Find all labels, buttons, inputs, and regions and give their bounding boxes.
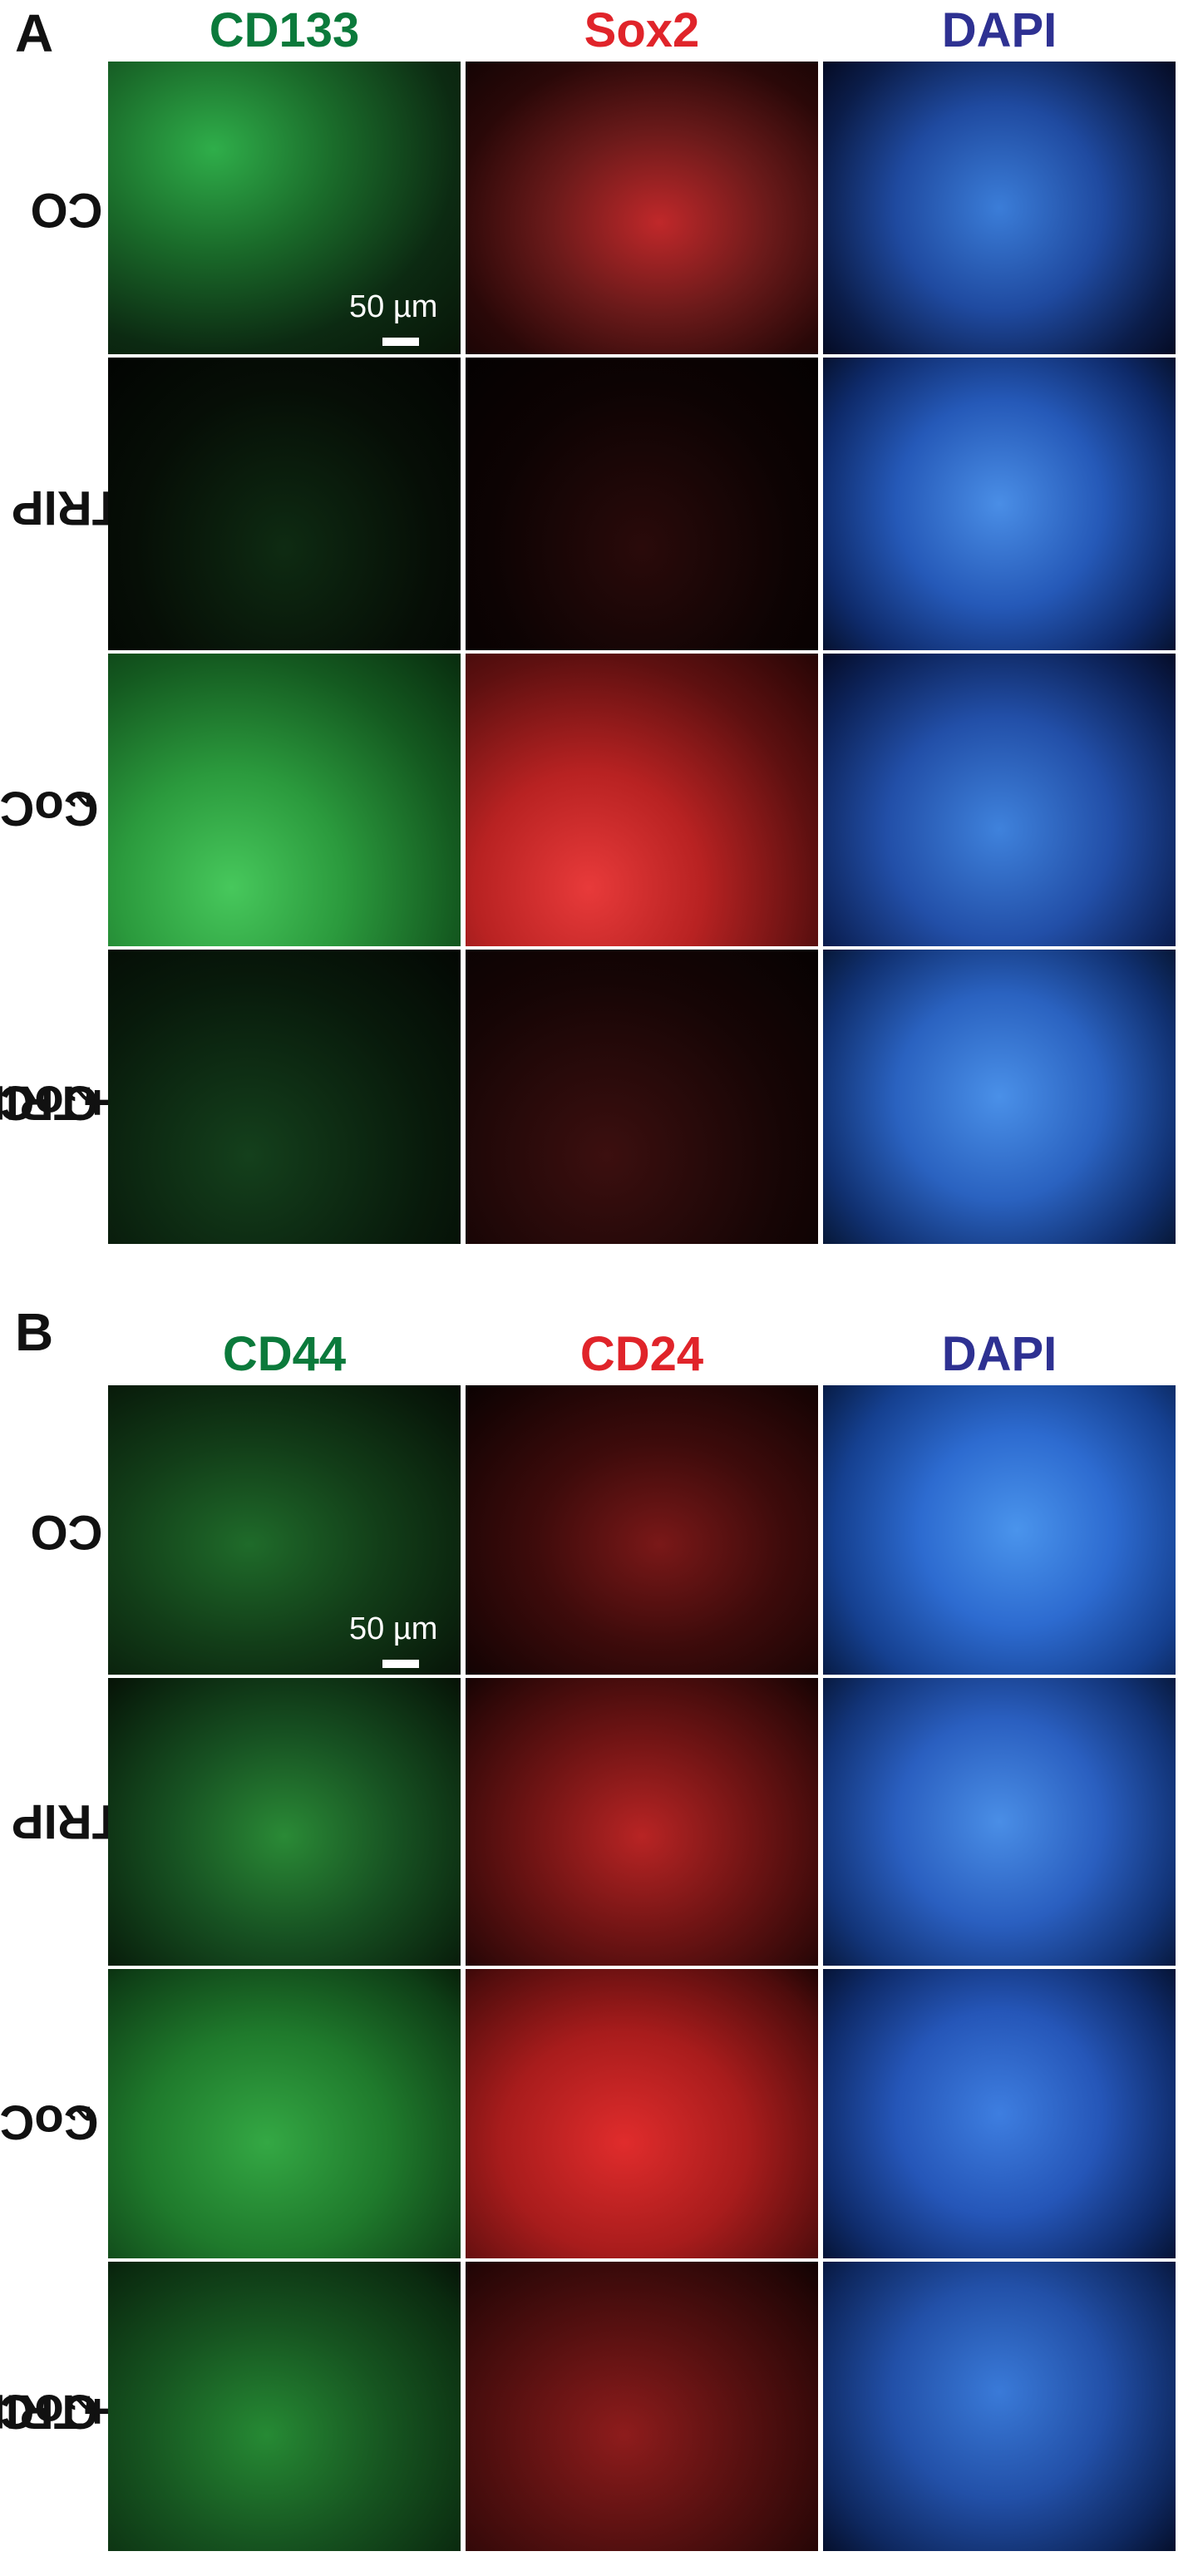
tile-b-trip-cd44 bbox=[108, 1678, 461, 1966]
tile-b-cocl2-dapi bbox=[823, 1969, 1176, 2258]
tile-b-cocl2-trip-dapi bbox=[823, 2262, 1176, 2551]
tile-a-trip-cd133 bbox=[108, 358, 461, 650]
panel-b-letter: B bbox=[15, 1302, 54, 1362]
tile-b-cocl2-cd24 bbox=[466, 1969, 818, 2258]
panel-a-header-cd133: CD133 bbox=[209, 3, 360, 57]
panel-a-letter: A bbox=[15, 3, 54, 63]
panel-b-header-cd44: CD44 bbox=[222, 1327, 347, 1381]
tile-a-trip-dapi bbox=[823, 358, 1176, 650]
panel-a-header-dapi: DAPI bbox=[941, 3, 1057, 57]
tile-b-cocl2-trip-cd24 bbox=[466, 2262, 818, 2551]
tile-b-trip-cd24 bbox=[466, 1678, 818, 1966]
panel-b-scale-label: 50 µm bbox=[349, 1611, 438, 1646]
panel-a-scale-label: 50 µm bbox=[349, 289, 438, 324]
tile-b-co-cd24 bbox=[466, 1385, 818, 1675]
tile-a-co-dapi bbox=[823, 62, 1176, 354]
tile-b-co-cd44 bbox=[108, 1385, 461, 1675]
tile-a-cocl2-trip-cd133 bbox=[108, 950, 461, 1244]
tile-a-cocl2-sox2 bbox=[466, 654, 818, 946]
panel-b-header-cd24: CD24 bbox=[579, 1327, 704, 1381]
tile-b-co-dapi bbox=[823, 1385, 1176, 1675]
tile-a-cocl2-cd133 bbox=[108, 654, 461, 946]
tile-a-trip-sox2 bbox=[466, 358, 818, 650]
panel-a-header-sox2: Sox2 bbox=[584, 3, 700, 57]
tile-b-cocl2-cd44 bbox=[108, 1969, 461, 2258]
tile-a-co-sox2 bbox=[466, 62, 818, 354]
tile-a-cocl2-dapi bbox=[823, 654, 1176, 946]
tile-b-trip-dapi bbox=[823, 1678, 1176, 1966]
panel-b-scale-line bbox=[382, 1660, 419, 1668]
panel-b-header-dapi: DAPI bbox=[941, 1327, 1057, 1381]
panel-a-scale-line bbox=[382, 338, 419, 346]
tile-a-co-cd133 bbox=[108, 62, 461, 354]
tile-a-cocl2-trip-sox2 bbox=[466, 950, 818, 1244]
tile-a-cocl2-trip-dapi bbox=[823, 950, 1176, 1244]
tile-b-cocl2-trip-cd44 bbox=[108, 2262, 461, 2551]
